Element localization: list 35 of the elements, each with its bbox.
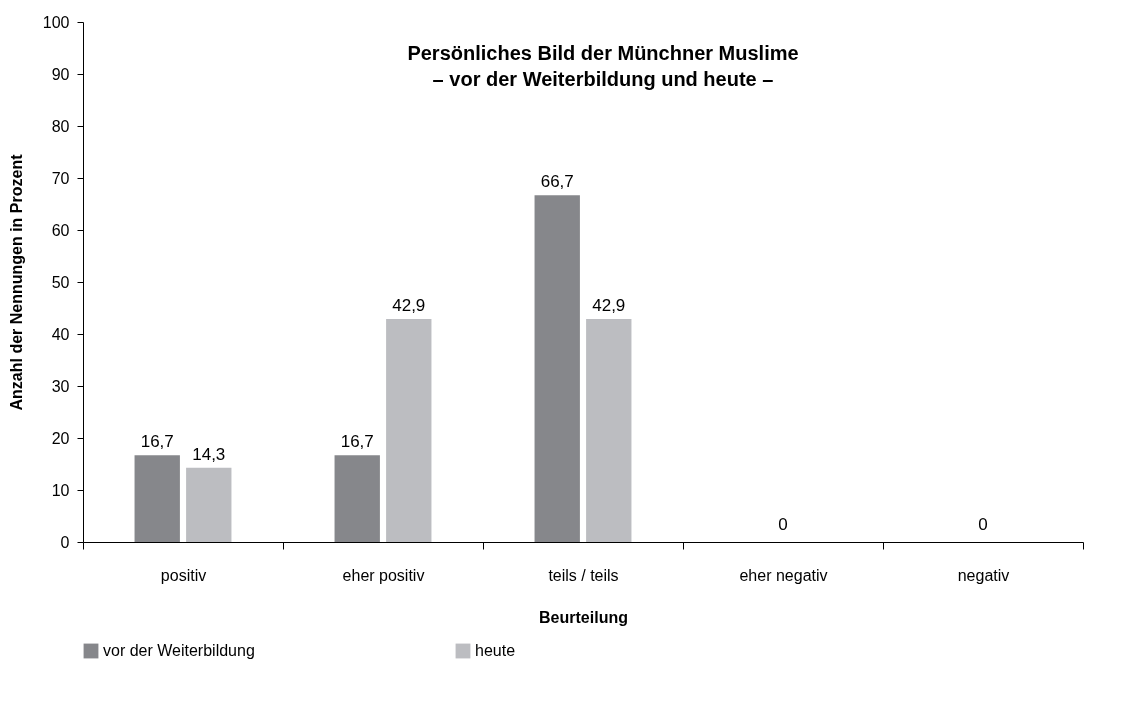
y-tick-label: 30 [51,377,70,395]
legend-label: vor der Weiterbildung [103,642,255,659]
bar [386,318,432,542]
x-tick-label: teils / teils [548,566,619,584]
annotation: 0 [778,515,788,534]
y-tick-label: 0 [60,533,70,551]
data-label: 16,7 [140,432,174,452]
annotation: 0 [978,515,988,534]
data-label: 16,7 [340,432,374,452]
y-tick-label: 100 [42,13,70,31]
x-tick-label: eher positiv [342,566,425,584]
y-tick-label: 80 [51,117,70,135]
y-tick-label: 90 [51,65,70,83]
bar [186,467,232,542]
x-tick-label: eher negativ [739,566,828,584]
y-tick-label: 10 [51,481,70,499]
x-axis-title: Beurteilung [539,608,628,626]
bar [334,455,380,542]
text: Persönliches Bild der Münchner Muslime – vor der Weiterbildung und heute – [407,42,799,90]
y-tick-label: 20 [51,429,70,447]
data-label: 42,9 [592,295,626,315]
data-label: 66,7 [540,172,574,192]
y-tick-label: 50 [51,273,70,291]
bar [586,318,632,542]
y-tick-label: 70 [51,169,70,187]
y-tick-label: 40 [51,325,70,343]
y-tick-label: 60 [51,221,70,239]
legend-label: heute [475,642,516,659]
y-axis-title: Anzahl der Nennungen in Prozent [7,153,25,411]
data-label: 14,3 [192,444,226,464]
x-tick-label: positiv [160,566,207,584]
x-tick-label: negativ [957,566,1010,584]
data-label: 42,9 [392,295,426,315]
bar [534,195,580,542]
bar [134,455,180,542]
